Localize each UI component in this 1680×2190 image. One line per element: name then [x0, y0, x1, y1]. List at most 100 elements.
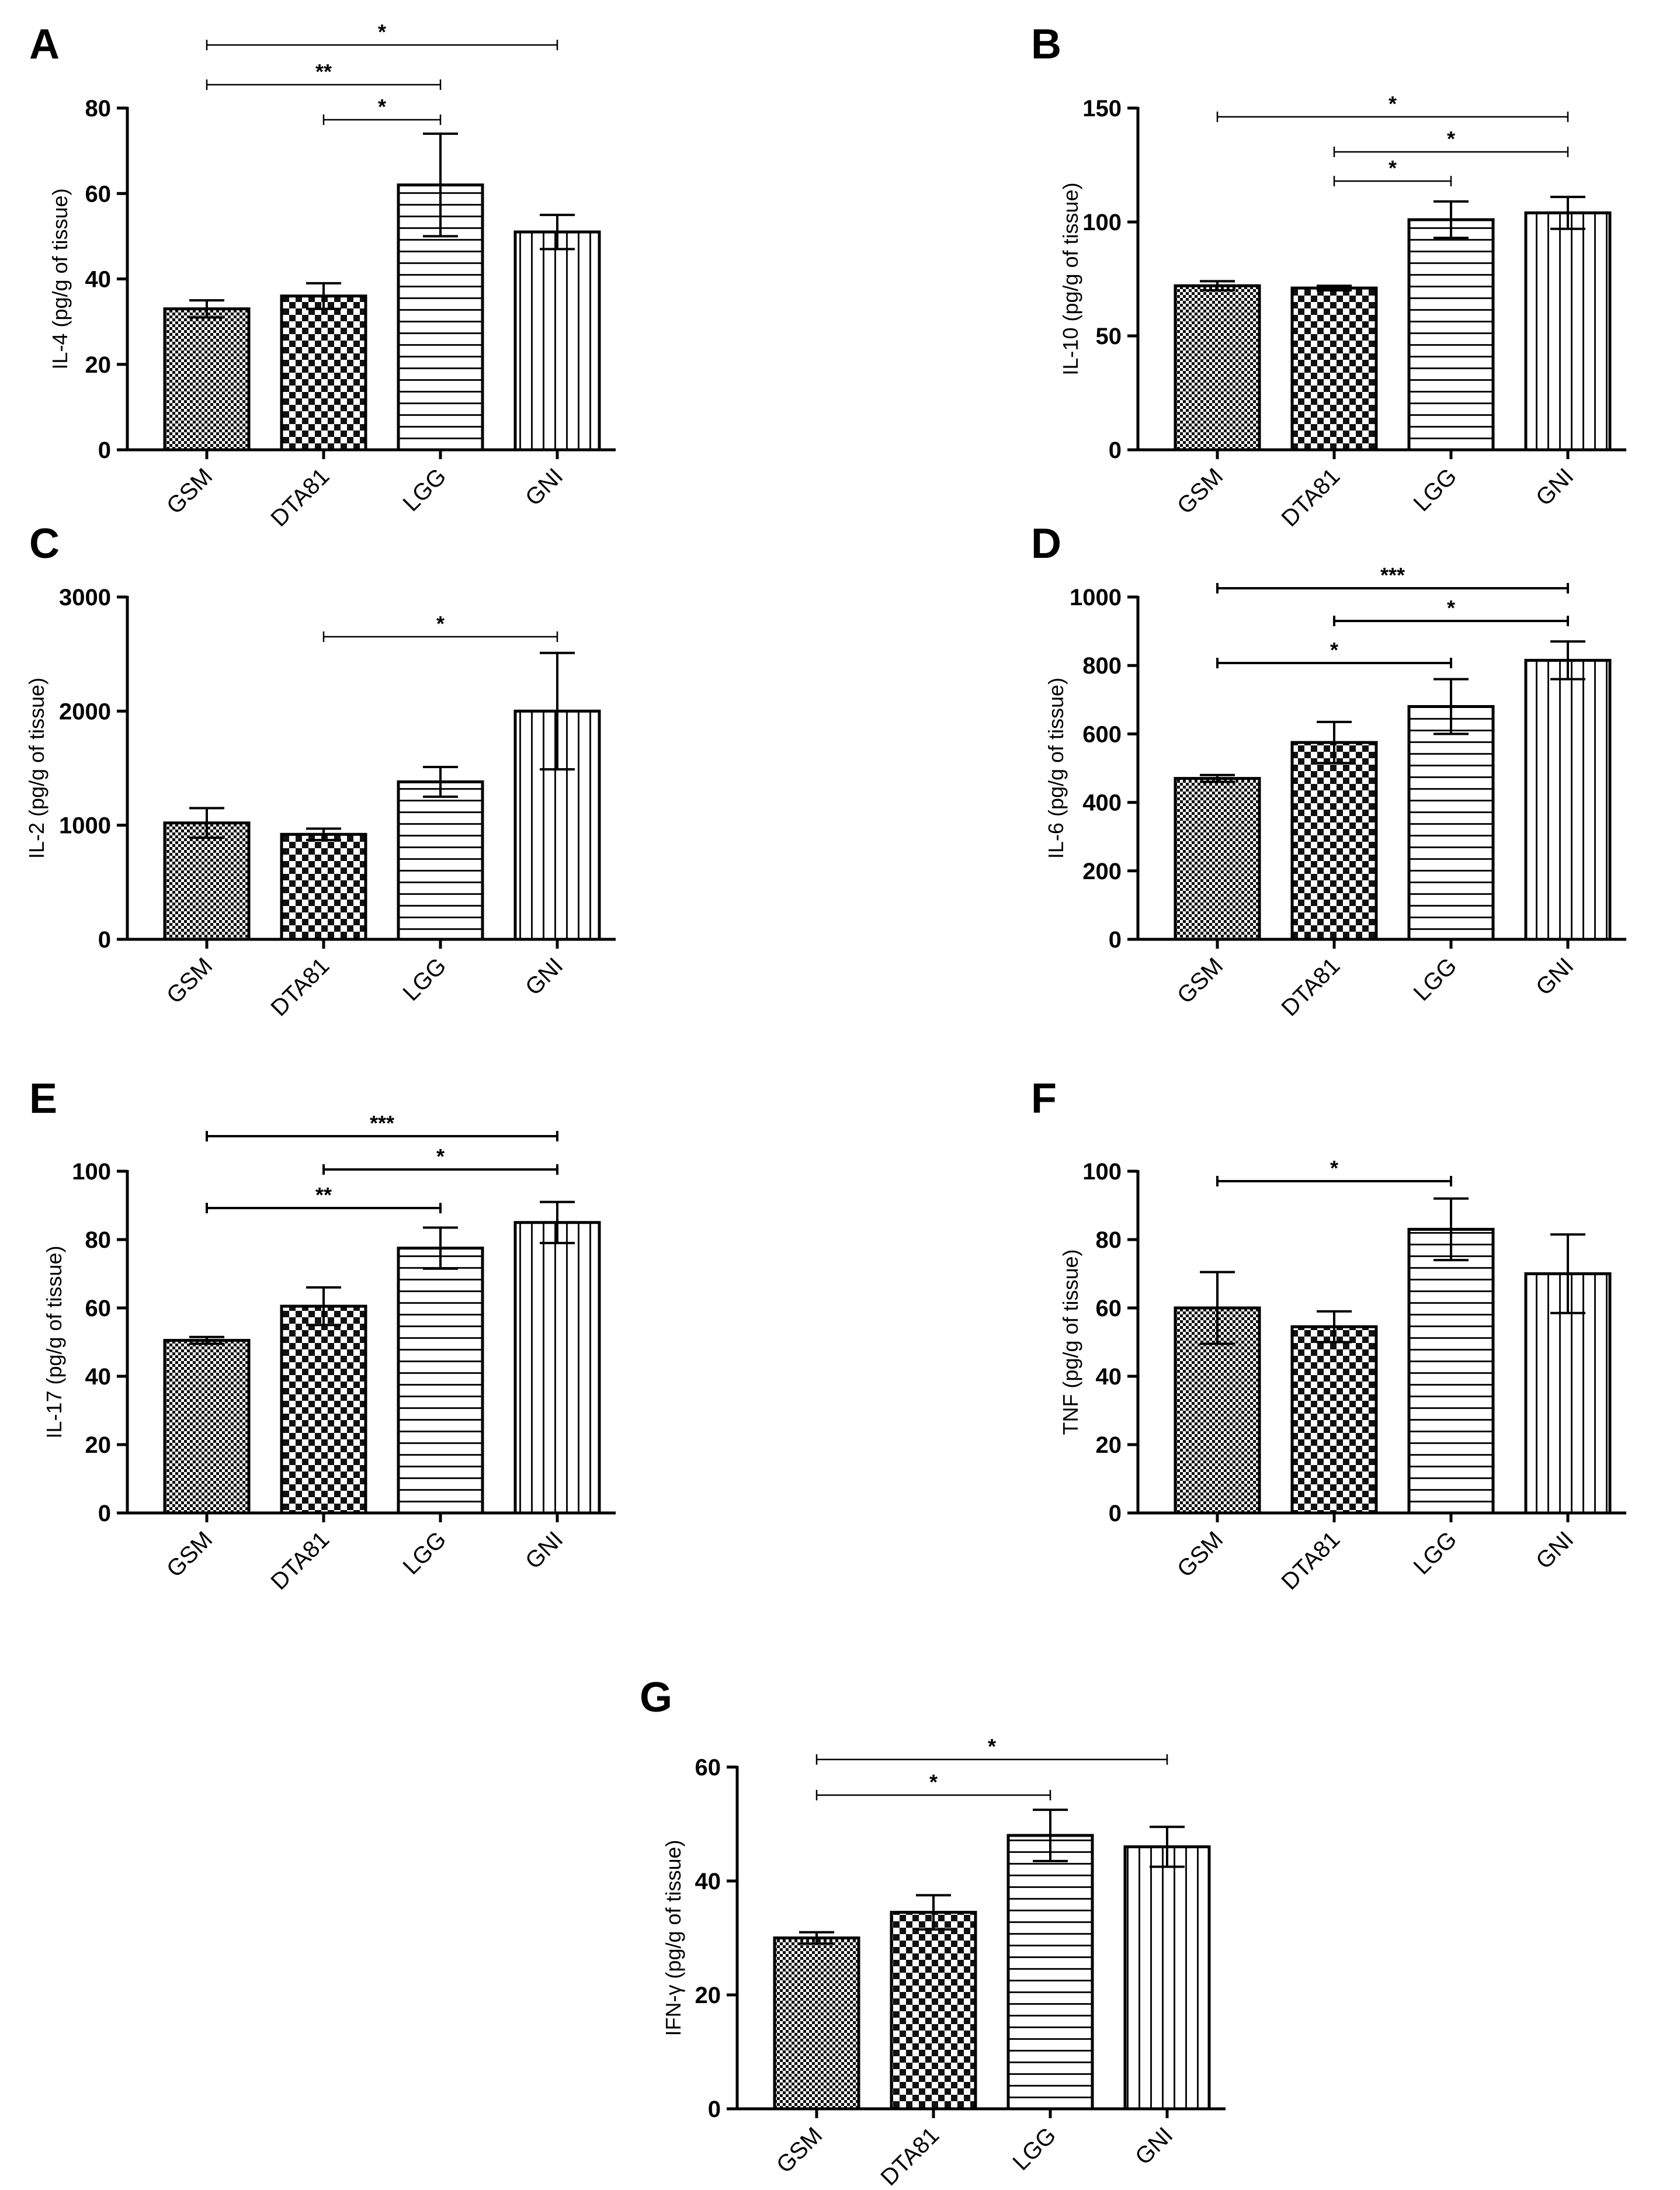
- bar-gsm: [163, 307, 251, 452]
- bar-gsm: [1174, 284, 1261, 452]
- significance-label: *: [1447, 127, 1455, 151]
- x-tick-label: LGG: [398, 1526, 452, 1580]
- bar-gni: [513, 230, 601, 452]
- bar-dta81: [280, 294, 367, 452]
- x-tick-label: GSM: [1172, 953, 1228, 1009]
- y-tick-label: 20: [85, 1432, 112, 1458]
- x-tick-label: GNI: [1531, 463, 1578, 511]
- y-tick-label: 0: [98, 438, 111, 463]
- panel-letter: C: [29, 520, 60, 567]
- significance-label: *: [378, 20, 386, 44]
- x-tick-label: GSM: [1172, 463, 1228, 519]
- panel-letter: G: [640, 1674, 672, 1721]
- bar-lgg: [397, 1247, 484, 1515]
- panel-f: F TNF (pg/g of tissue) 0 20 40 60 80 100 GSM DTA8…: [1031, 1075, 1626, 1595]
- y-tick-label: 40: [695, 1869, 721, 1894]
- significance-label: *: [988, 1734, 996, 1758]
- panel-letter: B: [1031, 21, 1061, 68]
- y-tick-label: 100: [72, 1159, 111, 1185]
- bar-gsm: [1174, 1306, 1261, 1515]
- y-tick-label: 60: [1096, 1296, 1122, 1321]
- y-tick-label: 80: [1096, 1227, 1122, 1253]
- significance-label: ***: [1380, 563, 1405, 587]
- panel-letter: D: [1031, 520, 1061, 567]
- y-tick-label: 150: [1082, 96, 1122, 122]
- y-tick-label: 0: [708, 2097, 721, 2122]
- y-tick-label: 0: [1109, 927, 1122, 953]
- panel-g: G IFN-γ (pg/g of tissue) 0 20 40 60 GSM DTA81 LG…: [640, 1674, 1226, 2190]
- x-tick-label: GNI: [1531, 953, 1578, 1000]
- significance-label: **: [315, 1183, 332, 1207]
- y-tick-label: 20: [1096, 1432, 1122, 1458]
- significance-label: *: [1389, 92, 1397, 116]
- y-axis-label: IL-4 (pg/g of tissue): [48, 188, 72, 369]
- y-tick-label: 1000: [1070, 585, 1122, 610]
- panel-c: C IL-2 (pg/g of tissue) 0 1000 2000 3000 GSM DT…: [25, 520, 616, 1021]
- x-tick-label: GNI: [520, 1526, 568, 1574]
- x-tick-label: GNI: [1531, 1526, 1578, 1574]
- significance-label: *: [1330, 638, 1338, 662]
- x-tick-label: DTA81: [1276, 1526, 1345, 1595]
- x-tick-label: DTA81: [266, 463, 334, 532]
- y-tick-label: 200: [1082, 859, 1122, 884]
- bar-dta81: [1290, 286, 1378, 452]
- y-axis-label: IL-17 (pg/g of tissue): [42, 1245, 66, 1438]
- y-tick-label: 0: [98, 1501, 111, 1526]
- bar-gsm: [773, 1936, 860, 2111]
- bar-dta81: [280, 832, 367, 941]
- y-tick-label: 600: [1082, 721, 1122, 747]
- bar-lgg: [1407, 705, 1495, 941]
- x-tick-label: GSM: [162, 463, 218, 519]
- x-tick-label: DTA81: [876, 2122, 944, 2190]
- panel-letter: E: [29, 1075, 57, 1122]
- y-tick-label: 60: [85, 1296, 112, 1321]
- panel-letter: F: [1031, 1075, 1057, 1122]
- y-tick-label: 40: [1096, 1364, 1122, 1390]
- bar-lgg: [397, 780, 484, 941]
- bar-dta81: [890, 1911, 977, 2111]
- y-axis-label: IL-2 (pg/g of tissue): [25, 678, 48, 859]
- significance-label: *: [436, 1144, 445, 1168]
- bar-lgg: [1407, 218, 1495, 452]
- x-tick-label: DTA81: [266, 1526, 334, 1595]
- y-tick-label: 40: [85, 267, 112, 293]
- significance-label: *: [378, 95, 386, 119]
- y-tick-label: 800: [1082, 653, 1122, 679]
- y-tick-label: 0: [98, 927, 111, 953]
- significance-label: *: [436, 612, 445, 636]
- x-tick-label: LGG: [1409, 1526, 1462, 1580]
- bar-dta81: [1290, 741, 1378, 941]
- significance-label: ***: [370, 1111, 394, 1135]
- y-tick-label: 50: [1096, 324, 1122, 349]
- y-axis-label: IL-10 (pg/g of tissue): [1058, 182, 1082, 375]
- y-axis-label: TNF (pg/g of tissue): [1058, 1249, 1082, 1435]
- x-tick-label: LGG: [398, 953, 452, 1006]
- x-tick-label: DTA81: [1276, 953, 1345, 1021]
- x-tick-label: GNI: [520, 463, 568, 511]
- x-tick-label: DTA81: [266, 953, 334, 1021]
- bar-gni: [1524, 211, 1612, 452]
- x-tick-label: LGG: [1409, 953, 1462, 1006]
- panel-d: D IL-6 (pg/g of tissue) 0 200 400 600 800 1000 G…: [1031, 520, 1626, 1021]
- y-tick-label: 80: [85, 1227, 112, 1253]
- x-tick-label: DTA81: [1276, 463, 1345, 532]
- bar-gsm: [163, 821, 251, 941]
- significance-label: *: [1330, 1156, 1338, 1180]
- y-tick-label: 400: [1082, 790, 1122, 816]
- bar-lgg: [1407, 1227, 1495, 1515]
- significance-label: *: [1389, 156, 1397, 180]
- x-tick-label: LGG: [398, 463, 452, 516]
- significance-label: *: [1447, 596, 1455, 620]
- y-tick-label: 0: [1109, 438, 1122, 463]
- y-tick-label: 2000: [59, 699, 111, 724]
- y-axis-label: IFN-γ (pg/g of tissue): [661, 1840, 685, 2036]
- y-tick-label: 20: [85, 352, 112, 378]
- y-tick-label: 1000: [59, 813, 111, 839]
- bar-gni: [1524, 658, 1612, 941]
- bar-dta81: [1290, 1325, 1378, 1515]
- bar-lgg: [1006, 1834, 1094, 2111]
- y-tick-label: 60: [85, 181, 112, 207]
- x-tick-label: GSM: [162, 1526, 218, 1582]
- panel-e: E IL-17 (pg/g of tissue) 0 20 40 60 80 100 GSM DT…: [29, 1075, 616, 1595]
